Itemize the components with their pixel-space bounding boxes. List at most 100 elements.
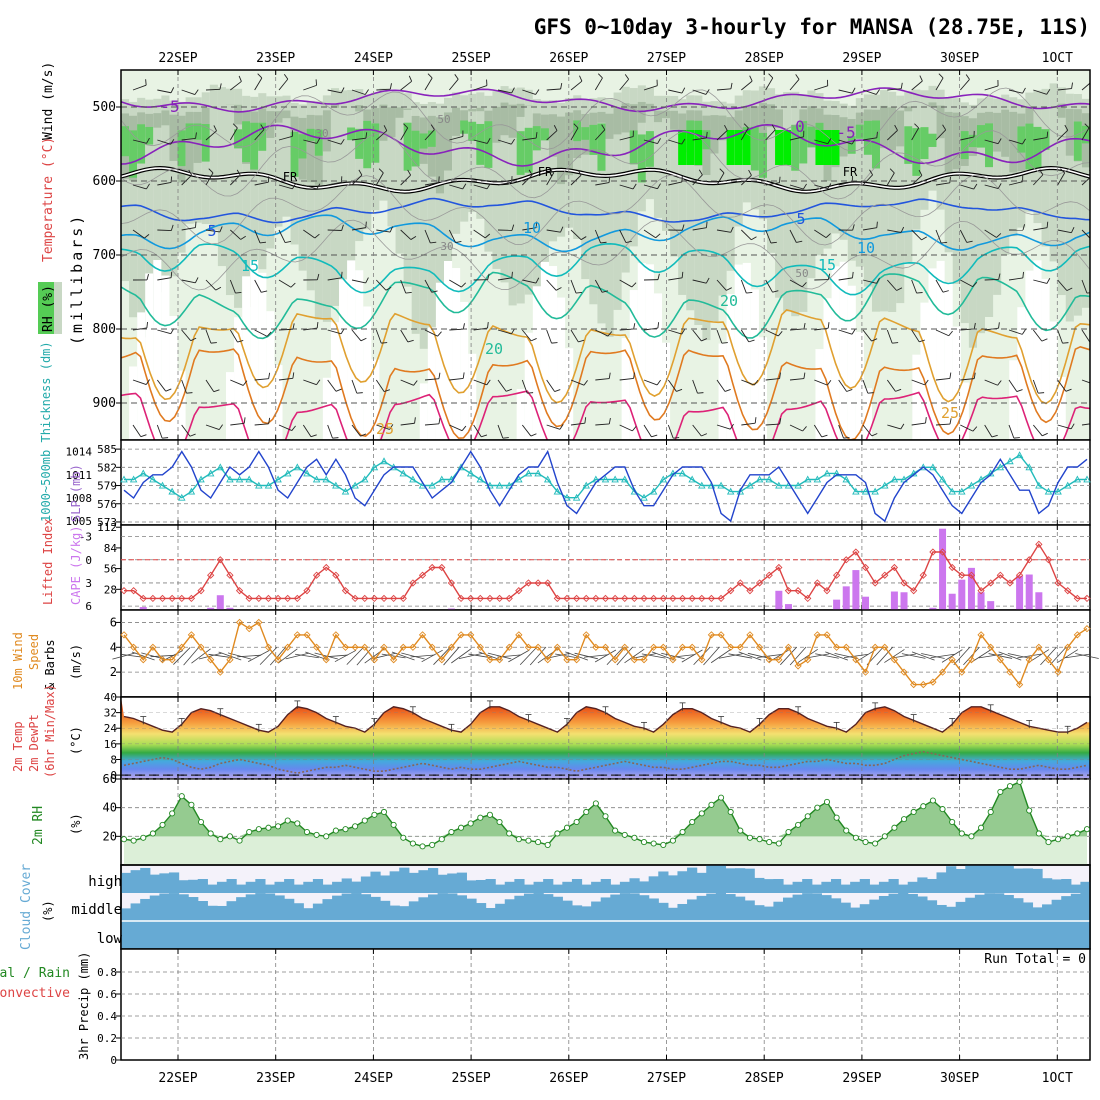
rh-contour (121, 87, 1090, 152)
wind10m-barb (616, 646, 633, 666)
thickness-series-point (476, 475, 485, 483)
wind-barb-flag (358, 169, 363, 176)
wind10m-series-point (727, 643, 735, 651)
cloud-high-bar (207, 884, 218, 893)
wind-barb (668, 329, 682, 335)
wind-barb (838, 181, 853, 186)
wind-barb-flag (601, 124, 606, 130)
contour-label: 15 (241, 257, 259, 275)
wind-barb-flag (194, 89, 199, 95)
wind-barb-flag (535, 277, 540, 284)
cloud-low-bar (178, 921, 189, 949)
rh-band-bright (694, 130, 704, 165)
wind-barb-flag (144, 234, 150, 239)
rh-band-mid (880, 90, 890, 312)
wind10m-barb (248, 650, 270, 662)
rh2m-series-point (718, 794, 725, 801)
wind10m-series-point (380, 643, 388, 651)
wind10m-barb (381, 653, 406, 659)
lifted-index-series-point (187, 594, 196, 603)
cloud-high-bar (1070, 884, 1082, 893)
rh-band-mid (395, 91, 405, 254)
wind10m-barb (797, 648, 818, 664)
rh-dry-gap (758, 337, 768, 440)
wind10m-series-point (293, 631, 301, 639)
wind10m-series-point (274, 656, 282, 664)
wind10m-barb (487, 652, 512, 660)
rh-band-green (185, 123, 195, 139)
rh-band-dark (565, 112, 575, 176)
wind-barb-flag (1096, 417, 1097, 423)
wind-barb (424, 77, 433, 91)
rh-contour (121, 130, 1090, 200)
rh-dry-gap (637, 263, 647, 440)
rh-band-mid (968, 104, 978, 348)
date-label: 23SEP (256, 1071, 295, 1086)
wind10m-series-point (284, 643, 292, 651)
wind-barb-flag (410, 236, 417, 240)
wind-barb-flag (140, 434, 147, 438)
date-label: 1OCT (1042, 1071, 1073, 1086)
date-label: 27SEP (647, 51, 686, 66)
wind10m-series-point (890, 656, 899, 664)
cloud-mid-bar (504, 899, 515, 921)
rh-band-green (960, 131, 970, 160)
cape-bar (139, 607, 147, 610)
rh2m-series-point (477, 814, 484, 821)
contour-label: 25 (941, 404, 959, 422)
rh-band-mid (613, 92, 623, 310)
wind-barb (157, 329, 171, 335)
date-label: 30SEP (940, 1071, 979, 1086)
lifted-index-series-point (1083, 594, 1091, 603)
rh-band-green (347, 127, 357, 141)
lifted-index-series-point (727, 587, 735, 595)
wind-barb (1057, 424, 1072, 430)
wind-barb-flag (190, 337, 197, 342)
wind10m-barb (718, 653, 743, 659)
rh-band-green (799, 121, 809, 164)
rh-band-mid (169, 100, 179, 277)
rh-band-dark (557, 116, 567, 185)
lifted-index-series-point (1035, 540, 1043, 548)
wind-barb (1081, 279, 1088, 294)
lifted-index-series-point (197, 587, 205, 595)
wind10m-barb (594, 649, 617, 663)
wind-barb (473, 184, 488, 190)
wind-barb-flag (705, 89, 710, 95)
wind-barb (716, 279, 727, 291)
rh-band-mid (250, 96, 260, 308)
wind-barb-flag (554, 389, 561, 392)
wind-barb (546, 379, 555, 392)
cape-bar (216, 595, 224, 610)
lifted-index-series-point (669, 594, 677, 603)
cloud-high-bar (1061, 879, 1072, 893)
y-tick-label: 2 (110, 665, 117, 679)
rh-band-green (807, 126, 817, 148)
wind-barb-flag (285, 241, 292, 244)
wind10m-series-point (226, 656, 234, 664)
wind-barb (327, 379, 337, 392)
temp2m-label: 2m Temp (11, 721, 25, 772)
thickness-series-point (178, 493, 186, 501)
wind-barb (448, 229, 456, 243)
temperature-contour (121, 87, 1090, 113)
wind-barb-flag (486, 183, 491, 190)
rh-band-mid (581, 99, 591, 280)
rh-band-mid (589, 98, 599, 305)
cloud-high-bar (811, 884, 822, 893)
rh-band-dark (718, 115, 728, 141)
rh-band-bright (823, 130, 833, 165)
wind10m-series-point (178, 643, 186, 651)
rh-band-dark (444, 112, 454, 171)
rh-band-green (912, 128, 922, 176)
wind-barb (278, 229, 286, 243)
wind-barb-flag (673, 437, 680, 439)
wind-barb (643, 327, 658, 331)
wind-barb-flag (846, 389, 853, 392)
cloud-low-bar (236, 921, 247, 949)
thickness-series-point (322, 475, 330, 483)
wind-barb (570, 80, 583, 91)
wind-barb (132, 229, 145, 239)
wind-barb-flag (530, 433, 537, 437)
thickness-series-point (466, 469, 475, 477)
